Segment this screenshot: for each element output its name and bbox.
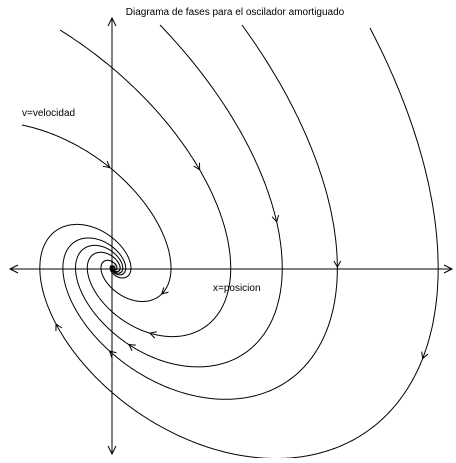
direction-arrow [333, 260, 342, 269]
direction-arrow [55, 323, 63, 332]
trajectory [59, 29, 232, 338]
trajectory [39, 27, 439, 459]
y-axis-label: v=velocidad [22, 108, 75, 119]
direction-arrow [271, 215, 280, 223]
trajectory [75, 24, 283, 368]
axes [8, 16, 454, 456]
y-axis-arrow-down [107, 445, 117, 456]
x-axis-arrow-left [8, 264, 19, 274]
direction-arrow [148, 331, 157, 339]
direction-arrow [160, 287, 169, 295]
trajectory [62, 24, 338, 400]
direction-arrow [421, 351, 429, 360]
x-axis-arrow-right [443, 264, 454, 274]
x-axis-label: x=posicion [213, 283, 261, 294]
direction-arrow [127, 344, 136, 352]
trajectories [21, 24, 439, 459]
direction-arrow [193, 162, 201, 171]
direction-arrow [102, 160, 111, 169]
y-axis-arrow-up [107, 16, 117, 27]
trajectory [21, 124, 172, 302]
direction-arrow [108, 350, 117, 358]
title: Diagrama de fases para el oscilador amor… [126, 7, 345, 18]
